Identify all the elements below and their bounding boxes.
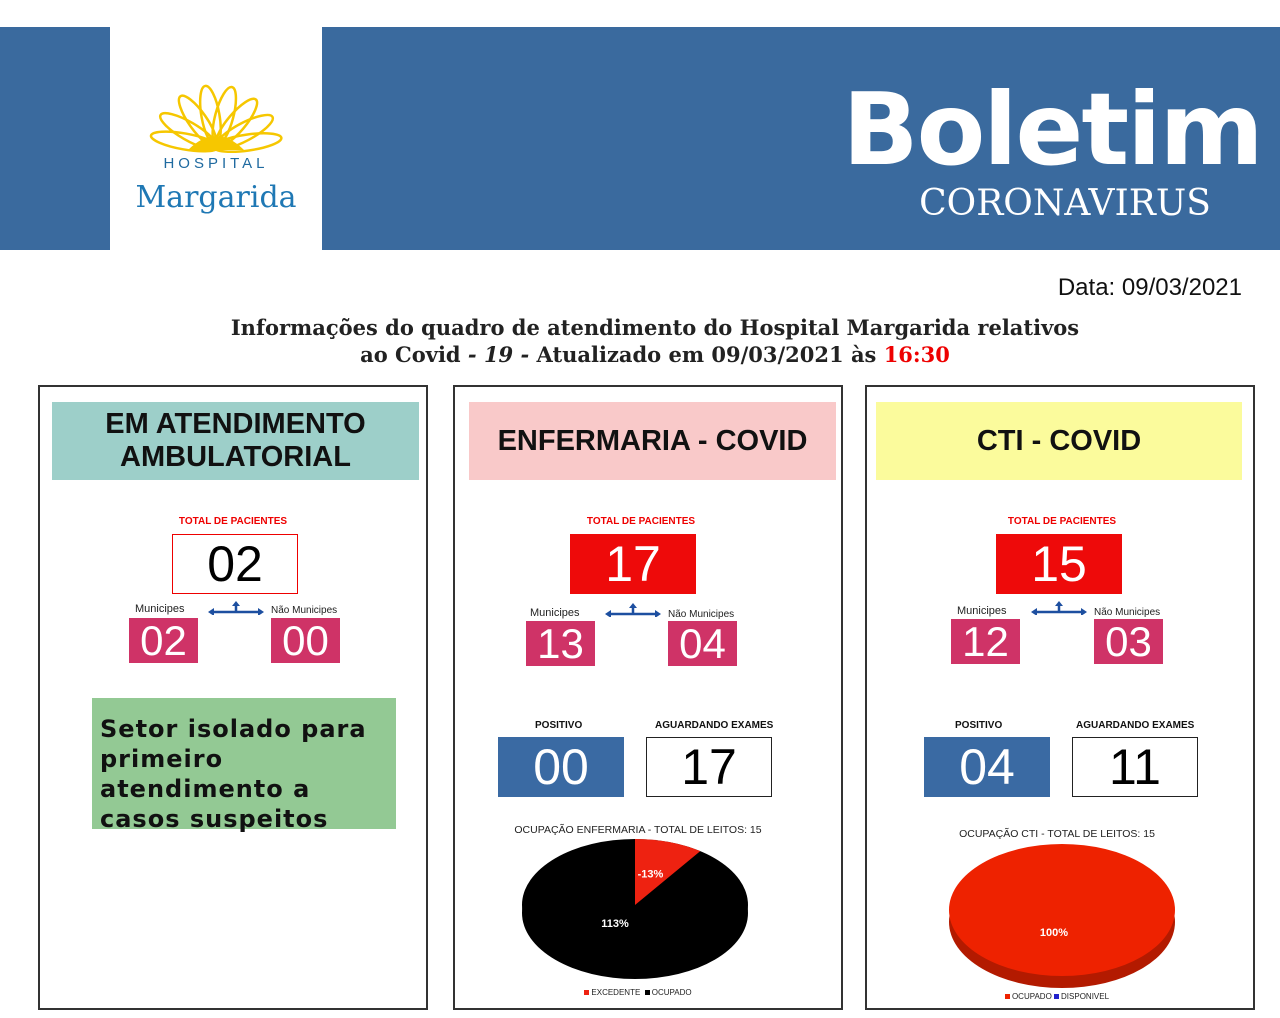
panel-title: CTI - COVID — [876, 402, 1242, 480]
info-line-2: ao Covid - 19 - Atualizado em 09/03/2021… — [150, 341, 1160, 368]
nao-municipes-value: 03 — [1094, 618, 1163, 665]
panel-ambulatorial: EM ATENDIMENTO AMBULATORIAL TOTAL DE PAC… — [38, 385, 428, 1010]
split-arrow-icon — [1031, 601, 1087, 615]
total-value: 17 — [570, 534, 696, 594]
legend-swatch — [644, 990, 650, 995]
info-line-2-a: ao Covid — [360, 342, 461, 367]
legend-label: OCUPADO — [1011, 992, 1052, 1001]
chart-legend: EXCEDENTE OCUPADO — [445, 988, 831, 997]
info-text: Informações do quadro de atendimento do … — [150, 314, 1160, 368]
nao-municipes-label: Não Municipes — [271, 605, 338, 616]
positivo-label: POSITIVO — [535, 720, 583, 731]
sunflower-logo-icon: HOSPITAL Margarida — [135, 84, 297, 215]
total-label: TOTAL DE PACIENTES — [178, 516, 288, 527]
municipes-label: Municipes — [135, 603, 185, 615]
panel-cti: CTI - COVID TOTAL DE PACIENTES 15 Munici… — [865, 385, 1255, 1010]
positivo-label: POSITIVO — [955, 720, 1003, 731]
split-arrow-icon — [605, 603, 661, 617]
chart-title: OCUPAÇÃO ENFERMARIA - TOTAL DE LEITOS: 1… — [514, 824, 762, 836]
legend-label: EXCEDENTE — [591, 988, 641, 997]
legend-swatch — [1054, 994, 1060, 999]
total-label: TOTAL DE PACIENTES — [1007, 516, 1117, 527]
total-value: 02 — [172, 534, 298, 594]
aguardando-label: AGUARDANDO EXAMES — [1076, 720, 1195, 731]
legend-label: DISPONIVEL — [1061, 992, 1110, 1001]
info-line-2-c: Atualizado em 09/03/2021 às — [536, 342, 877, 367]
aguardando-label: AGUARDANDO EXAMES — [655, 720, 774, 731]
report-date: Data: 09/03/2021 — [1057, 274, 1242, 301]
panel-title: EM ATENDIMENTO AMBULATORIAL — [52, 402, 419, 480]
aguardando-value: 17 — [646, 737, 772, 797]
split-arrow-icon — [208, 601, 264, 615]
pie-label: 113% — [601, 918, 629, 930]
pie-label: 100% — [1040, 927, 1068, 939]
legend-swatch — [1004, 994, 1010, 999]
legend-label: OCUPADO — [651, 988, 692, 997]
chart-legend: OCUPADO DISPONIVEL — [864, 992, 1250, 1001]
cti-pie-chart: 100% — [949, 844, 1175, 988]
nao-municipes-label: Não Municipes — [668, 609, 735, 620]
nao-municipes-value: 04 — [668, 620, 737, 667]
aguardando-value: 11 — [1072, 737, 1198, 797]
logo-small-text: HOSPITAL — [163, 155, 268, 172]
positivo-value: 00 — [498, 737, 624, 797]
total-value: 15 — [996, 534, 1122, 594]
positivo-value: 04 — [924, 737, 1050, 797]
logo-name-text: Margarida — [135, 180, 296, 215]
update-time: 16:30 — [883, 342, 950, 367]
legend-swatch — [584, 990, 590, 995]
isolated-sector-note: Setor isolado para primeiro atendimento … — [92, 698, 396, 833]
info-line-1: Informações do quadro de atendimento do … — [230, 315, 1080, 340]
municipes-value: 12 — [951, 618, 1020, 665]
bulletin-title: Boletim — [842, 71, 1263, 188]
bulletin-subtitle: CORONAVIRUS — [919, 183, 1211, 224]
nao-municipes-label: Não Municipes — [1094, 607, 1161, 618]
panel-title: ENFERMARIA - COVID — [469, 402, 836, 480]
nao-municipes-value: 00 — [271, 617, 340, 664]
municipes-value: 13 — [526, 620, 595, 667]
total-label: TOTAL DE PACIENTES — [586, 516, 696, 527]
hospital-logo: HOSPITAL Margarida — [110, 27, 322, 250]
municipes-label: Municipes — [957, 605, 1007, 617]
info-line-2-b: - 19 - — [467, 342, 530, 367]
municipes-label: Municipes — [530, 607, 580, 619]
pie-slice-ocupado — [949, 844, 1175, 976]
chart-title: OCUPAÇÃO CTI - TOTAL DE LEITOS: 15 — [959, 828, 1155, 840]
pie-label: -13% — [638, 869, 664, 881]
municipes-value: 02 — [129, 617, 198, 664]
enfermaria-pie-chart: -13% 113% — [522, 839, 748, 979]
panel-enfermaria: ENFERMARIA - COVID TOTAL DE PACIENTES 17… — [453, 385, 843, 1010]
pie-slice-excedente — [635, 839, 701, 905]
